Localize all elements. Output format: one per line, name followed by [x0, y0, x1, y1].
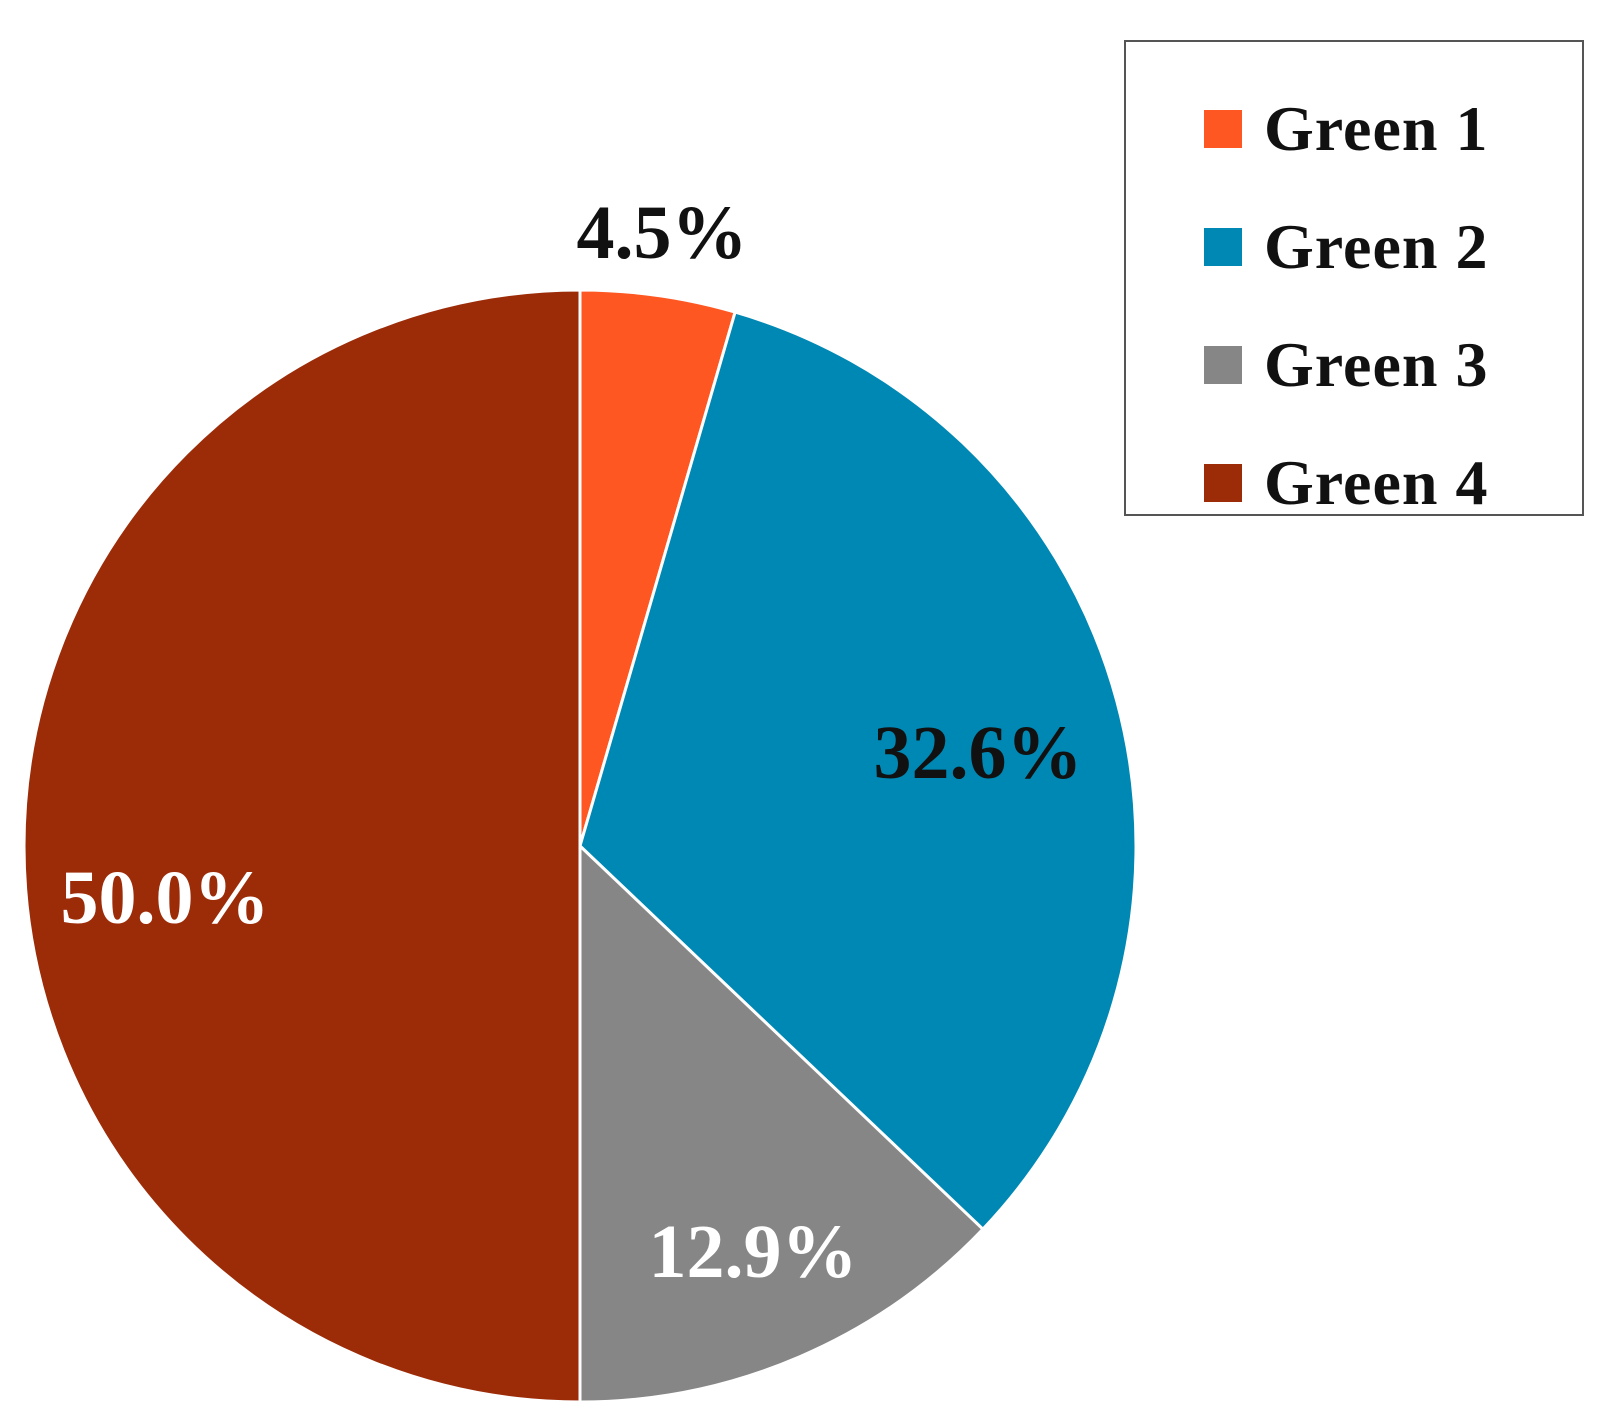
pie-slice-green-1 [578, 288, 737, 848]
pie-slice-green-2 [578, 310, 1138, 1231]
pie-slice-labels: 4.5% 32.6% 12.9% 50.0% [61, 191, 1083, 1294]
legend-item-green-3: Green 3 [1204, 306, 1582, 424]
legend-item-green-2: Green 2 [1204, 188, 1582, 306]
legend-label-green-1: Green 1 [1264, 93, 1489, 164]
legend-swatch-green-1 [1204, 110, 1242, 148]
slice-label-green-4: 50.0% [61, 856, 270, 940]
pie-slice-green-3 [578, 844, 985, 1404]
legend-item-green-4: Green 4 [1204, 424, 1582, 542]
legend-swatch-green-2 [1204, 228, 1242, 266]
slice-label-green-2: 32.6% [874, 711, 1083, 795]
legend-swatch-green-3 [1204, 346, 1242, 384]
legend-item-green-1: Green 1 [1204, 70, 1582, 188]
slice-label-green-3: 12.9% [649, 1210, 858, 1294]
legend-label-green-3: Green 3 [1264, 329, 1489, 400]
legend-swatch-green-4 [1204, 464, 1242, 502]
legend-label-green-4: Green 4 [1264, 447, 1489, 518]
chart-legend: Green 1 Green 2 Green 3 Green 4 [1124, 40, 1584, 518]
pie-slice-green-4 [22, 288, 582, 1404]
slice-label-green-1: 4.5% [577, 191, 748, 275]
legend-label-green-2: Green 2 [1264, 211, 1489, 282]
pie-slices [22, 288, 1138, 1404]
